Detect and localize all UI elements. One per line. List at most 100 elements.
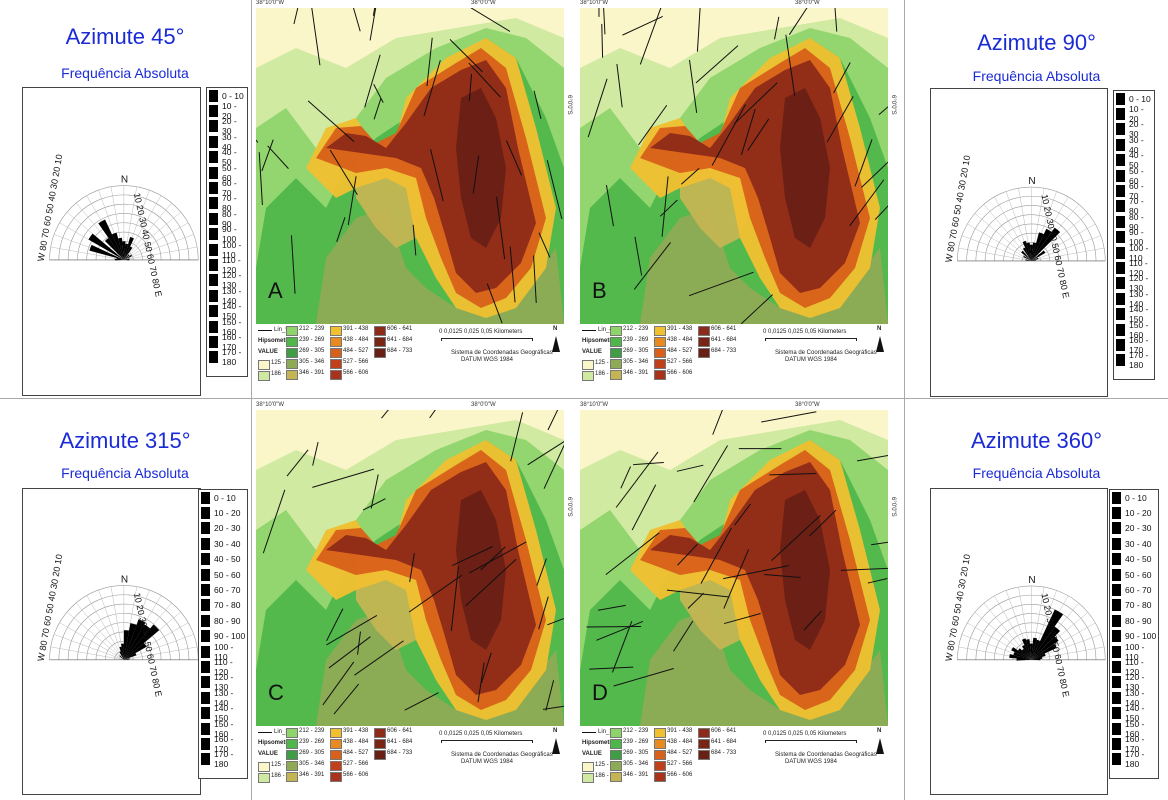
legend-label: 140 - 150: [1129, 304, 1149, 325]
legend-row: 80 - 90: [1110, 613, 1158, 628]
legend-swatch: [209, 335, 218, 348]
lineament: [788, 8, 808, 35]
legend-class-label: 391 - 438: [343, 326, 369, 332]
legend-class-label: 125 - 186: [271, 762, 297, 768]
legend-swatch: [201, 753, 210, 766]
rose-spoke: [123, 222, 189, 261]
lineament: [326, 614, 378, 646]
lineament: [849, 179, 885, 227]
rose-petal: [123, 630, 130, 660]
north-arrow-label: N: [553, 326, 558, 332]
legend-swatch: [209, 289, 218, 302]
frequency-legend: 0 - 10 10 - 20 20 - 30 30 - 40 40 - 50 50 - 6…: [1109, 489, 1159, 779]
lineament: [874, 205, 888, 220]
legend-swatch: [209, 228, 218, 241]
rose-petal: [1031, 658, 1041, 661]
rose-petal: [123, 243, 129, 260]
legend-label: 160 - 170: [1125, 733, 1145, 754]
lineament: [774, 16, 780, 40]
legend-class-label: 566 - 606: [343, 370, 369, 376]
datum-label: DATUM WGS 1984: [461, 759, 513, 765]
frequency-legend: 0 - 10 10 - 20 20 - 30 30 - 40 40 - 50 50 - 6…: [206, 87, 248, 377]
legend-row: 90 - 100: [1110, 629, 1158, 644]
rose-subtitle: Frequência Absoluta: [61, 465, 189, 481]
scale-label: 0 0,0125 0,025 0,05 Kilometers: [763, 731, 847, 737]
legend-row: 50 - 60: [199, 567, 247, 582]
legend-swatch: [209, 351, 218, 364]
lineament: [734, 503, 751, 526]
legend-class-label: 212 - 239: [623, 728, 649, 734]
legend-swatch: [209, 212, 218, 225]
lineament: [620, 466, 631, 489]
legend-class-swatch: [258, 360, 270, 370]
rose-panel-45: Azimute 45° Frequência Absoluta W 80 70 …: [0, 0, 250, 398]
lineament: [724, 613, 761, 625]
legend-label: 10 - 20: [1129, 104, 1144, 125]
rose-panel-315: Azimute 315° Frequência Absoluta W 80 70…: [0, 400, 250, 800]
rose-petal: [1009, 654, 1032, 660]
legend-label: 150 - 160: [214, 718, 234, 739]
rose-title: Azimute 45°: [65, 24, 185, 49]
rose-petal: [1031, 242, 1037, 261]
legend-class-swatch: [582, 371, 594, 381]
legend-swatch: [201, 553, 210, 566]
rose-petal: [104, 237, 124, 260]
lineament: [290, 235, 296, 294]
map-c: 38°10'0"W 38°0'0"W 6°0'0"S C Lin_315 Hipsomet…: [256, 402, 574, 800]
rose-spoke: [123, 611, 181, 660]
legend-class-label: 346 - 391: [299, 370, 325, 376]
legend-label: 170 - 180: [1125, 749, 1145, 770]
legend-class-label: 305 - 346: [623, 359, 649, 365]
legend-class-label: 606 - 641: [387, 728, 413, 734]
rose-panel-360: Azimute 360° Frequência Absoluta W 80 70…: [905, 400, 1168, 800]
legend-row: 160 - 170: [207, 332, 247, 352]
legend-label: 90 - 100: [214, 631, 246, 642]
lineament: [362, 498, 386, 511]
legend-class-swatch: [610, 761, 622, 771]
rose-svg: W 80 70 60 50 40 30 20 10 10 20 30 40 50 …: [944, 155, 1106, 299]
map-letter: A: [268, 278, 283, 303]
legend-row: 70 - 80: [1110, 598, 1158, 613]
legend-class-label: 346 - 391: [623, 370, 649, 376]
legend-swatch: [1112, 614, 1121, 627]
legend-label: 70 - 80: [222, 193, 237, 214]
legend-class-label: 484 - 527: [343, 348, 369, 354]
lineament: [613, 667, 674, 687]
rose-spoke: [123, 634, 194, 661]
north-arrow-label: N: [877, 326, 882, 332]
lineament: [589, 666, 634, 670]
rose-petal: [1021, 638, 1032, 660]
legend-class-label: 239 - 269: [299, 739, 325, 745]
lineament: [740, 294, 773, 324]
coord-label: 38°10'0"W: [256, 0, 285, 6]
legend-label: 50 - 60: [1125, 569, 1152, 580]
legend-value: VALUE: [582, 349, 602, 355]
scale-bar: [441, 338, 533, 341]
legend-swatch: [201, 507, 210, 520]
lineament: [723, 549, 750, 609]
legend-class-swatch: [610, 337, 622, 347]
lineament: [878, 106, 888, 115]
coord-label: 6°0'0"S: [890, 497, 896, 517]
legend-row: 10 - 20: [1114, 104, 1154, 125]
legend-class-label: 239 - 269: [299, 337, 325, 343]
rose-svg: W 80 70 60 50 40 30 20 10 10 20 30 40 50 …: [36, 154, 199, 298]
layer-name: Lin_90: [274, 327, 293, 333]
lineament: [634, 236, 643, 276]
legend-swatch: [1112, 707, 1121, 720]
elevation-layer: [640, 208, 888, 324]
rose-svg: W 80 70 60 50 40 30 20 10 10 20 30 40 50 …: [944, 553, 1106, 698]
legend-swatch: [201, 630, 210, 643]
legend-swatch: [209, 182, 218, 195]
rose-spoke: [974, 213, 1032, 262]
coord-label: 38°0'0"W: [471, 402, 496, 408]
lineament-symbol: [582, 732, 596, 733]
legend-class-swatch: [654, 348, 666, 358]
legend-class-swatch: [258, 773, 270, 783]
legend-class-swatch: [374, 337, 386, 347]
rose-petal: [1031, 637, 1038, 660]
legend-class-swatch: [374, 728, 386, 738]
elevation-layer: [456, 88, 506, 248]
rose-petal: [1031, 636, 1059, 660]
frequency-legend: 0 - 10 10 - 20 20 - 30 30 - 40 40 - 50 50 - 6…: [198, 489, 248, 779]
